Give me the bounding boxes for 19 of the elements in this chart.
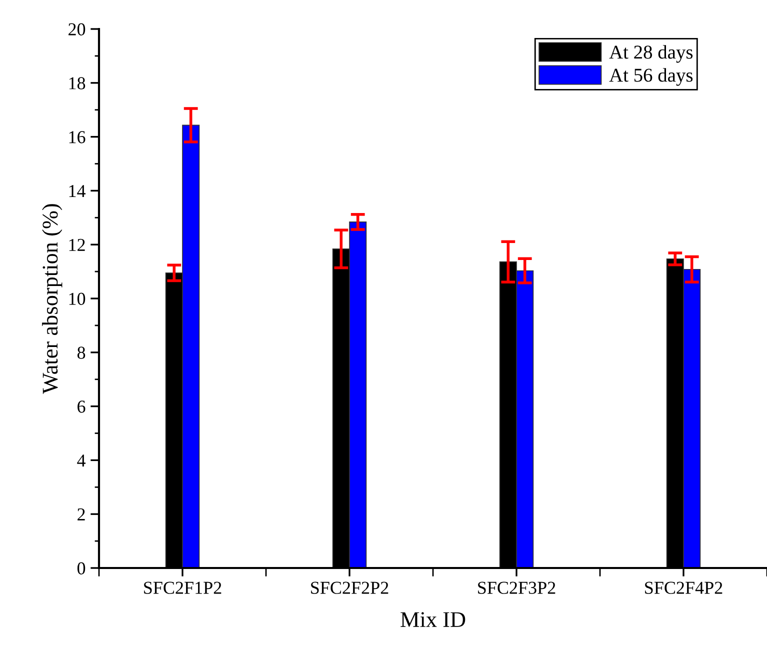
y-tick-label: 12 [69,238,85,251]
x-tick-label: SFC2F4P2 [645,582,722,594]
y-tick-label: 0 [77,562,86,574]
y-tick-label: 6 [78,400,86,413]
x-tick-label: SFC2F2P2 [311,582,388,594]
legend-label: At 56 days [609,68,693,86]
y-tick-label: 2 [78,508,85,520]
y-tick-label: 14 [69,185,86,197]
y-tick-label: 10 [69,292,86,305]
y-tick-label: 16 [69,131,86,144]
y-tick-label: 18 [69,77,86,90]
x-tick-label: SFC2F1P2 [144,582,222,594]
y-axis-title: Water absorption (%) [42,204,62,394]
y-tick-label: 8 [77,346,86,359]
legend-label: At 28 days [609,45,693,63]
y-tick-label: 4 [77,454,86,466]
y-tick-label: 20 [68,23,86,36]
x-tick-label: SFC2F3P2 [478,582,556,594]
x-axis-title: Mix ID [400,612,466,627]
